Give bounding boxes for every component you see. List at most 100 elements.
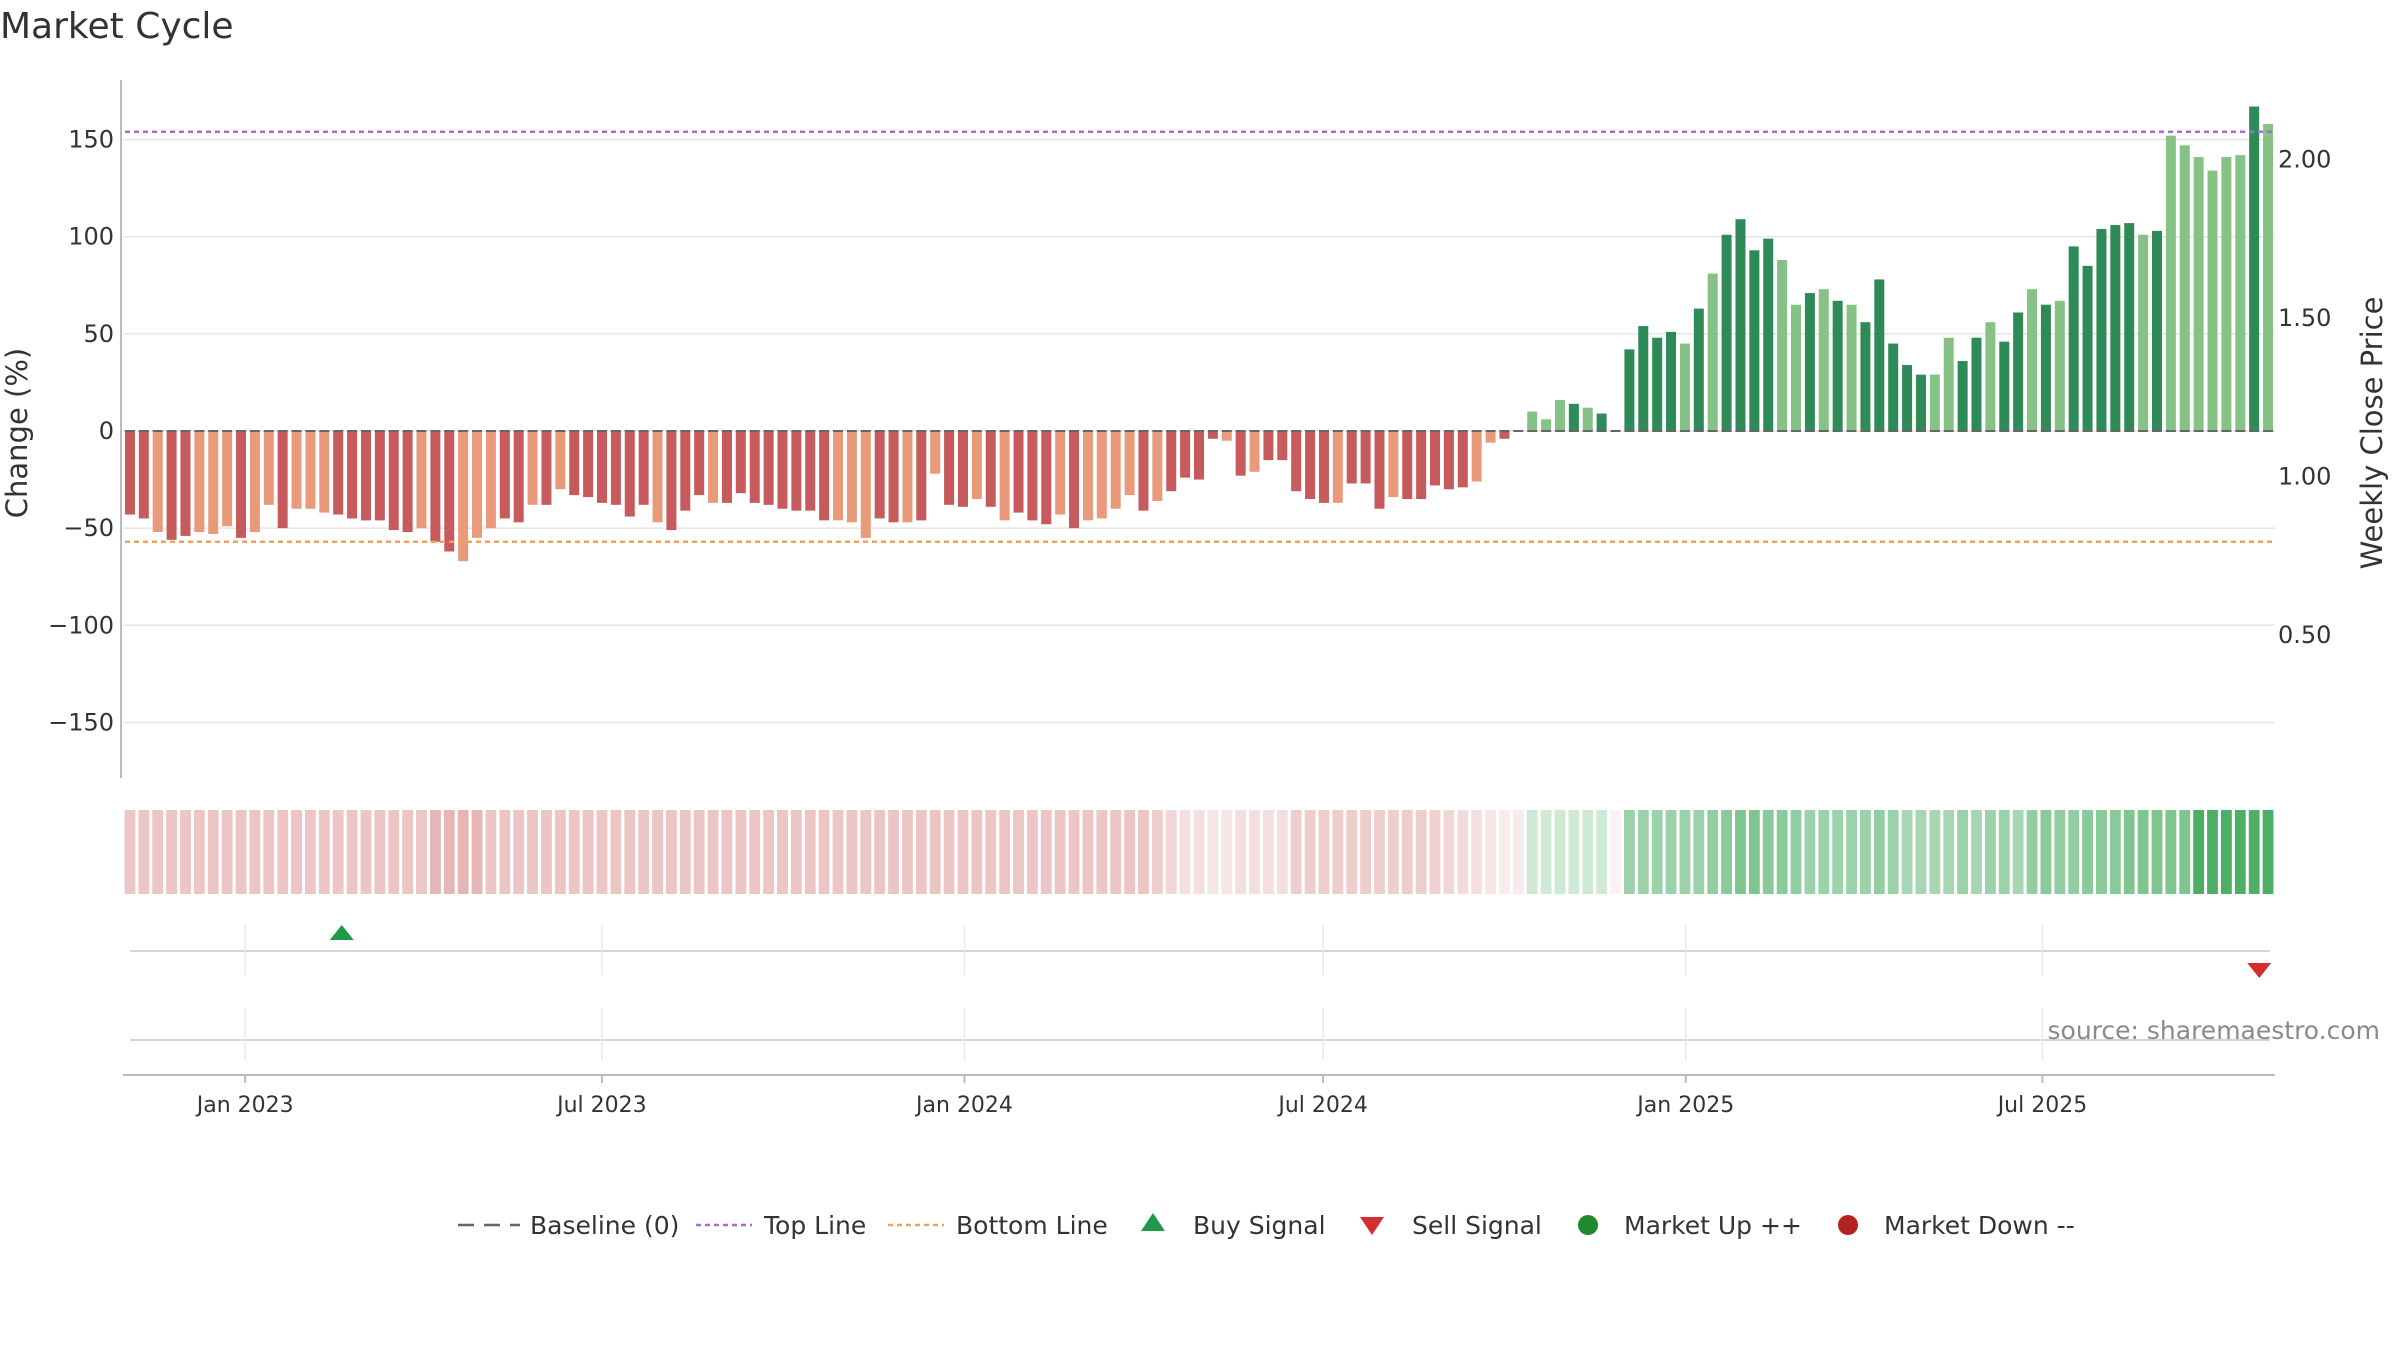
change-bar <box>1707 273 1718 431</box>
change-bar <box>1430 431 1441 486</box>
cycle-strip-cell <box>1304 810 1316 894</box>
change-bar <box>1013 431 1024 513</box>
cycle-strip-cell <box>2096 810 2107 894</box>
cycle-strip-cell <box>818 810 830 894</box>
cycle-strip-cell <box>1401 810 1413 894</box>
change-bar <box>957 431 968 507</box>
change-bar <box>1055 431 1066 515</box>
change-bar <box>1152 431 1163 501</box>
cycle-strip-cell <box>1387 810 1399 894</box>
cycle-strip-cell <box>777 810 788 894</box>
cycle-strip-cell <box>124 810 136 894</box>
cycle-strip-cell <box>665 810 677 894</box>
cycle-strip-cell <box>582 810 594 894</box>
cycle-strip-cell <box>1804 810 1816 894</box>
cycle-strip-cell <box>1179 810 1191 894</box>
change-bar <box>749 431 760 503</box>
cycle-strip-cell <box>707 810 719 894</box>
change-bar <box>1069 431 1080 529</box>
change-bar <box>388 431 399 531</box>
cycle-strip-cell <box>1165 810 1177 894</box>
cycle-strip-cell <box>1471 810 1483 894</box>
cycle-strip-cell <box>1596 810 1608 894</box>
cycle-strip-cell <box>1360 810 1372 894</box>
cycle-strip-cell <box>1554 810 1566 894</box>
change-bar <box>1416 431 1427 500</box>
cycle-strip-cell <box>610 810 622 894</box>
cycle-strip-cell <box>332 810 344 894</box>
y-tick-label: −50 <box>63 514 114 542</box>
cycle-strip-cell <box>1332 810 1344 894</box>
cycle-strip-cell <box>568 810 580 894</box>
change-bar <box>638 431 649 505</box>
change-bar <box>1985 322 1996 431</box>
change-bar <box>2263 124 2274 432</box>
reference-lines <box>125 130 2272 544</box>
cycle-strip-cell <box>499 810 511 894</box>
change-bar <box>1207 431 1218 439</box>
cycle-strip-cell <box>1013 810 1024 894</box>
change-bar <box>124 431 135 515</box>
y-tick-label: −100 <box>48 611 114 639</box>
change-bar <box>236 431 247 538</box>
legend-label: Bottom Line <box>956 1211 1108 1240</box>
cycle-strip-cell <box>1026 810 1038 894</box>
cycle-strip-cell <box>2123 810 2135 894</box>
cycle-strip-cell <box>1249 810 1260 894</box>
change-bar <box>319 431 330 513</box>
change-bar <box>472 431 483 538</box>
change-bar <box>277 431 288 529</box>
change-bar <box>930 431 941 474</box>
change-bar <box>513 431 524 523</box>
change-bar <box>1457 431 1468 488</box>
cycle-strip-cell <box>1651 810 1663 894</box>
date-tick-label: Jul 2024 <box>1276 1093 1368 1118</box>
cycle-strip-cell <box>457 810 469 894</box>
legend-label: Market Up ++ <box>1624 1211 1802 1240</box>
change-bar <box>791 431 802 511</box>
change-bar <box>1318 431 1329 503</box>
cycle-strip-cell <box>1929 810 1941 894</box>
legend-swatch-buy <box>1141 1213 1165 1231</box>
change-bar <box>263 431 274 505</box>
cycle-strip-cell <box>679 810 691 894</box>
cycle-strip-cell <box>902 810 913 894</box>
change-bar <box>402 431 413 533</box>
change-bar <box>1943 337 1954 431</box>
y-right-tick-label: 1.00 <box>2278 463 2331 491</box>
cycle-strip-cell <box>2179 810 2191 894</box>
change-bar <box>1624 349 1635 431</box>
chart-title: Market Cycle <box>0 6 234 47</box>
change-bar <box>1832 300 1843 431</box>
cycle-strip-cell <box>471 810 483 894</box>
change-bar <box>652 431 663 523</box>
change-bar <box>1804 293 1815 431</box>
change-bar <box>2165 135 2176 431</box>
cycle-strip-cell <box>554 810 566 894</box>
cycle-strip-cell <box>1568 810 1580 894</box>
legend-swatch-sell <box>1360 1217 1384 1235</box>
change-bar <box>1305 431 1316 500</box>
cycle-strip-cell <box>1818 810 1830 894</box>
cycle-strip-cell <box>305 810 316 894</box>
change-bar <box>777 431 788 509</box>
y-right-tick-label: 2.00 <box>2278 145 2331 173</box>
cycle-strip-cell <box>2165 810 2177 894</box>
cycle-strip-cell <box>1679 810 1691 894</box>
legend-label: Buy Signal <box>1193 1211 1326 1240</box>
legend-label: Sell Signal <box>1412 1211 1542 1240</box>
cycle-strip-cell <box>943 810 955 894</box>
cycle-strip-cell <box>2082 810 2093 894</box>
cycle-strip-cell <box>1110 810 1122 894</box>
cycle-strip-cell <box>1290 810 1302 894</box>
cycle-strip-cell <box>193 810 205 894</box>
cycle-strip-cell <box>180 810 191 894</box>
change-bar <box>1346 431 1357 484</box>
cycle-strip-cell <box>1873 810 1885 894</box>
change-bar <box>763 431 774 505</box>
cycle-strip-cell <box>1415 810 1427 894</box>
cycle-strip-cell <box>846 810 858 894</box>
change-bar <box>555 431 566 490</box>
change-bar <box>1249 431 1260 472</box>
